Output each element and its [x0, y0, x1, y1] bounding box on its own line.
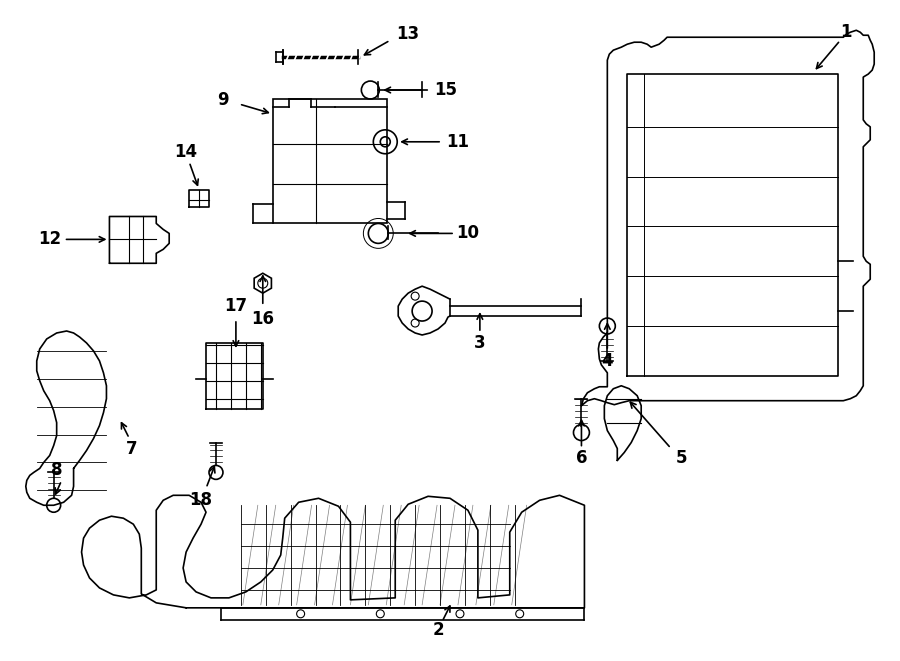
Text: 5: 5: [675, 449, 687, 467]
Text: 14: 14: [175, 143, 198, 161]
Text: 3: 3: [474, 334, 486, 352]
Text: 17: 17: [224, 297, 248, 315]
Text: 2: 2: [432, 621, 444, 639]
Text: 16: 16: [251, 310, 274, 328]
Text: 8: 8: [51, 461, 62, 479]
Text: 1: 1: [841, 23, 852, 41]
Text: 6: 6: [576, 449, 587, 467]
Text: 18: 18: [190, 491, 212, 509]
Text: 4: 4: [601, 352, 613, 370]
Text: 13: 13: [397, 25, 419, 43]
Text: 10: 10: [456, 225, 480, 243]
Text: 11: 11: [446, 133, 470, 151]
Text: 9: 9: [217, 91, 229, 109]
Text: 7: 7: [125, 440, 137, 457]
Text: 15: 15: [435, 81, 457, 99]
Text: 12: 12: [38, 231, 61, 249]
